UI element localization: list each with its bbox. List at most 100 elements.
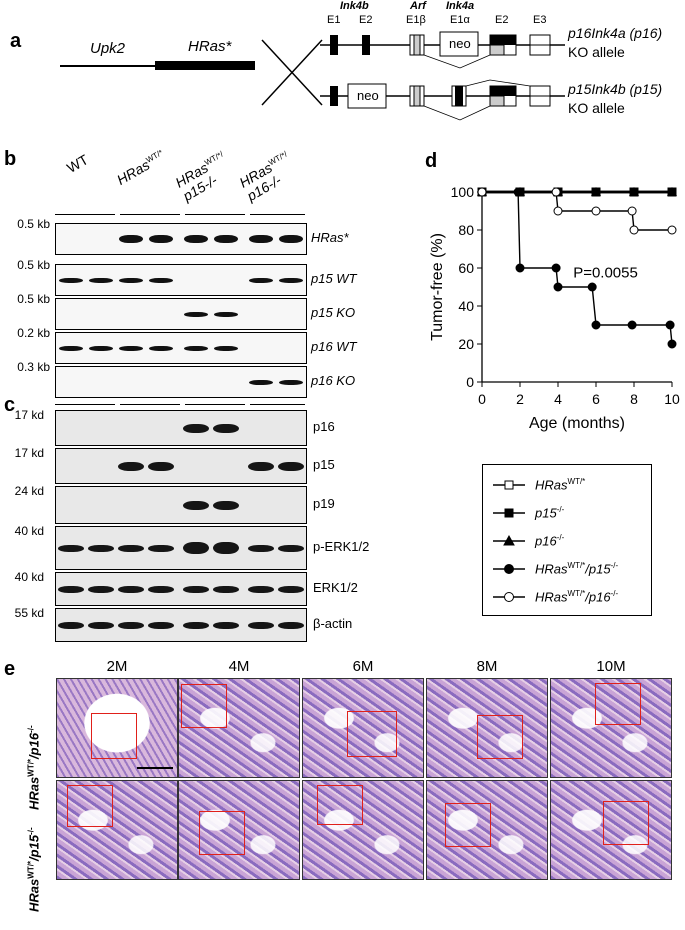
panel-letter-e: e <box>4 658 16 680</box>
series-point <box>627 206 637 216</box>
western-band <box>183 621 209 629</box>
gel-band <box>249 235 273 243</box>
y-tick-label: 100 <box>451 184 475 200</box>
gel-band <box>149 345 173 351</box>
gel-row-label: p15 WT <box>311 271 357 286</box>
series-point <box>477 187 487 197</box>
gel-row <box>55 223 307 255</box>
series-point <box>629 187 639 196</box>
gel-band <box>279 277 303 283</box>
gel-band <box>249 379 273 385</box>
western-band <box>278 461 304 471</box>
timepoint-label: 8M <box>476 658 498 675</box>
zoom-region-box <box>595 683 641 725</box>
survival-chart: 0 20 40 60 80 100 0 2 4 6 8 10 Age (months) Tumor-fre… <box>429 184 680 432</box>
timepoint-label: 10M <box>596 658 626 675</box>
series-point <box>591 187 601 196</box>
x-tick-label: 4 <box>554 391 562 407</box>
x-axis-label: Age (months) <box>529 415 625 432</box>
gel-band <box>214 345 238 351</box>
transgene-hras-label: HRas* <box>188 38 232 55</box>
size-marker: 40 kd <box>14 570 44 584</box>
series-point <box>627 320 637 330</box>
western-band <box>183 542 209 554</box>
western-band <box>58 621 84 629</box>
zoom-region-box <box>317 785 363 825</box>
gel-row-label: p15 KO <box>311 305 356 320</box>
zoom-region-box <box>199 811 245 855</box>
locus-ink4a-label: Ink4a <box>446 0 475 12</box>
western-band <box>278 544 304 552</box>
panel-letter-c: c <box>4 394 16 416</box>
western-band <box>248 461 274 471</box>
gel-band <box>279 379 303 385</box>
group-bracket <box>120 214 180 215</box>
zoom-region-box <box>181 684 227 728</box>
group-label-hras-p15: HRasWT/*/p15-/- <box>172 149 225 204</box>
size-marker: 0.5 kb <box>17 292 50 306</box>
x-tick-label: 2 <box>516 391 524 407</box>
legend-label: HRasWT/* <box>535 477 586 493</box>
series-point <box>515 263 525 273</box>
gel-row-label: HRas* <box>311 230 349 245</box>
gel-band <box>149 235 173 243</box>
western-band <box>88 544 114 552</box>
western-band <box>148 621 174 629</box>
series-point <box>667 187 677 196</box>
y-tick-label: 80 <box>458 222 474 238</box>
western-band <box>148 585 174 593</box>
series-point <box>667 225 677 235</box>
neo-cassette-label: neo <box>449 36 471 51</box>
group-bracket <box>120 404 180 405</box>
western-row-label: p16 <box>313 419 335 434</box>
western-row-label: β-actin <box>313 616 353 631</box>
size-marker: 17 kd <box>14 446 44 460</box>
group-bracket <box>185 214 245 215</box>
gel-band <box>59 345 83 351</box>
y-tick-label: 40 <box>458 298 474 314</box>
x-tick-label: 0 <box>478 391 486 407</box>
group-label-wt: WT <box>64 151 91 176</box>
series-line <box>482 191 672 231</box>
western-row <box>55 526 307 570</box>
western-row-label: p15 <box>313 457 335 472</box>
size-marker: 0.2 kb <box>17 326 50 340</box>
row-label-hras-p15: HRasWT/*/p15-/- <box>26 827 42 912</box>
neo-cassette-label-2: neo <box>357 88 379 103</box>
group-label-hras: HRasWT/* <box>114 148 165 188</box>
western-band <box>118 544 144 552</box>
gel-band <box>214 235 238 243</box>
legend-label: p16-/- <box>535 533 565 549</box>
y-tick-label: 0 <box>466 374 474 390</box>
group-bracket <box>250 404 305 405</box>
size-marker: 24 kd <box>14 484 44 498</box>
locus-arf-label: Arf <box>410 0 426 12</box>
western-row <box>55 608 307 642</box>
western-band <box>278 621 304 629</box>
legend-swatch <box>493 592 525 602</box>
x-tick-label: 6 <box>592 391 600 407</box>
group-bracket <box>185 404 245 405</box>
panel-letter-d: d <box>425 150 438 172</box>
y-tick-label: 20 <box>458 336 474 352</box>
series-point <box>591 320 601 330</box>
histology-image <box>302 678 424 778</box>
zoom-region-box <box>91 713 137 759</box>
allele1-title: p16Ink4a (p16) <box>568 25 663 41</box>
zoom-region-box <box>477 715 523 759</box>
gel-band <box>119 345 143 351</box>
series-point <box>629 225 639 235</box>
zoom-region-box <box>603 801 649 845</box>
legend-swatch <box>493 508 525 518</box>
exon-label-e3: E3 <box>533 14 547 26</box>
panel-a-diagram <box>60 31 565 121</box>
western-row <box>55 486 307 524</box>
legend-label: HRasWT/*/p15-/- <box>535 561 619 577</box>
exon-label-e1beta: E1β <box>406 14 426 26</box>
series-point <box>551 187 561 197</box>
series-point <box>667 339 677 349</box>
western-band <box>148 461 174 471</box>
gel-band <box>279 235 303 243</box>
locus-ink4b-label: Ink4b <box>340 0 369 12</box>
group-bracket <box>250 214 305 215</box>
